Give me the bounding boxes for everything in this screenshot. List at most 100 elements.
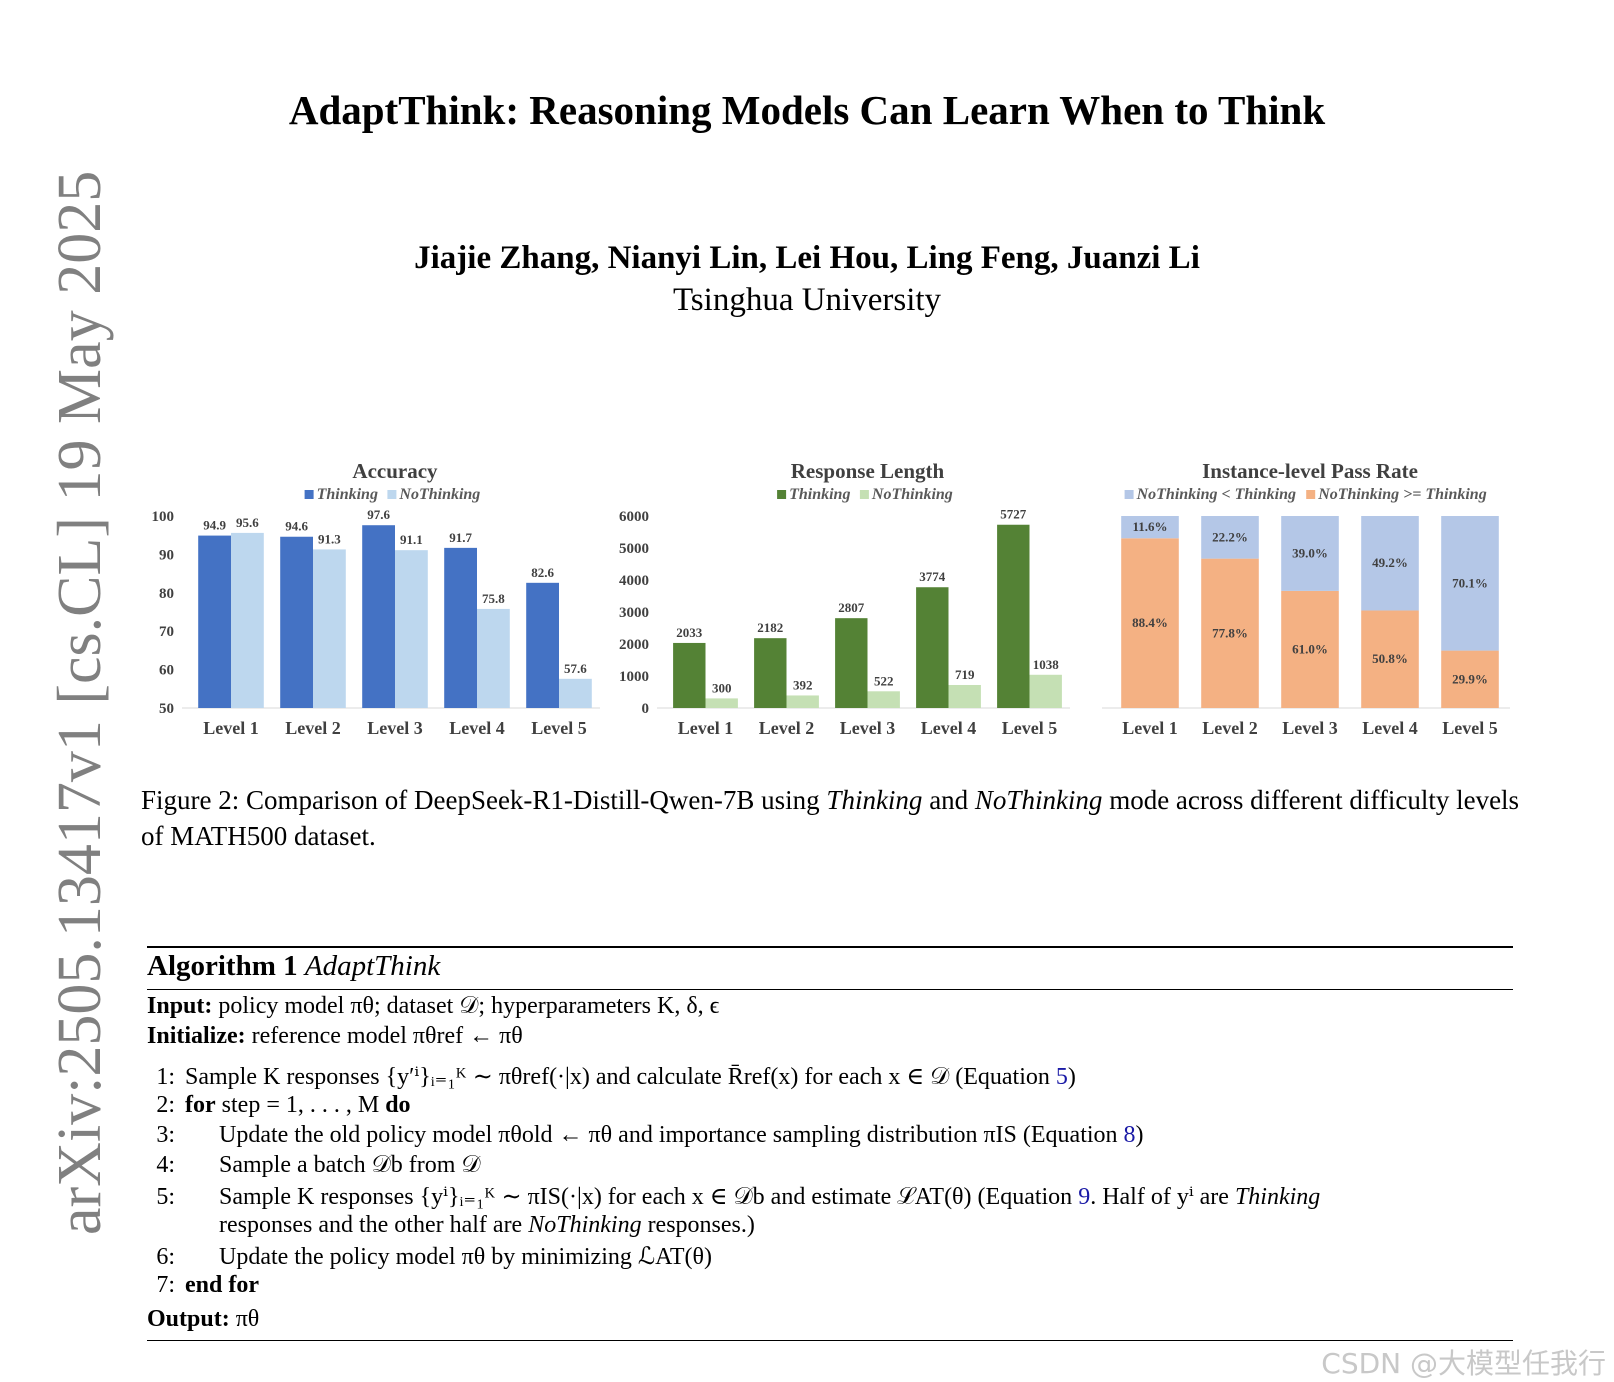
output-text: πθ [229, 1306, 260, 1332]
legend-label: NoThinking < Thinking [1136, 486, 1296, 503]
algorithm-initialize: Initialize: reference model πθref ← πθ [147, 1023, 523, 1050]
algorithm-step-4: 4: Sample a batch 𝒟b from 𝒟 [147, 1152, 481, 1179]
step-text: responses and the other half are [219, 1212, 529, 1238]
step-text: Sample a batch 𝒟b from 𝒟 [219, 1152, 481, 1178]
step-text: Sample K responses {yⁱ}ᵢ₌₁ᴷ ∼ πIS(·|x) f… [219, 1184, 1079, 1210]
watermark: CSDN @大模型任我行 [1321, 1347, 1606, 1380]
step-italic: NoThinking [528, 1212, 642, 1238]
legend-swatch [1306, 490, 1316, 499]
pass-rate-chart-svg: Instance-level Pass Rate NoThinking < Thi… [1102, 459, 1510, 738]
bar-thinking [280, 536, 313, 708]
y-tick-label: 90 [159, 547, 174, 563]
x-category-label: Level 4 [1362, 718, 1418, 738]
bar-segment-nothinking-lt-thinking [1281, 516, 1339, 591]
legend-label: Thinking [789, 486, 850, 503]
step-number: 6: [156, 1244, 175, 1270]
y-tick-label: 2000 [619, 637, 649, 653]
output-label: Output: [147, 1306, 230, 1332]
chart-title: Instance-level Pass Rate [1202, 459, 1418, 483]
keyword-for: for [185, 1092, 216, 1118]
arxiv-stamp-text: arXiv:2505.13417v1 [cs.CL] 19 May 2025 [46, 171, 114, 1235]
bar-nothinking [559, 678, 592, 708]
data-label: 82.6 [531, 565, 554, 580]
data-label: 70.1% [1452, 575, 1488, 590]
bar-thinking [673, 642, 706, 708]
algorithm-label: Algorithm 1 [147, 950, 298, 982]
algorithm-input: Input: policy model πθ; dataset 𝒟; hyper… [147, 993, 719, 1020]
step-number: 4: [156, 1152, 175, 1178]
pass-rate-chart: Instance-level Pass Rate NoThinking < Thi… [1100, 459, 1520, 768]
y-tick-label: 4000 [619, 573, 649, 589]
data-label: 94.6 [285, 519, 308, 534]
data-label: 300 [712, 680, 732, 695]
data-label: 94.9 [203, 518, 226, 533]
step-text: Update the policy model πθ by minimizing… [219, 1244, 712, 1270]
y-tick-label: 60 [159, 663, 174, 679]
algorithm-step-5-cont: responses and the other half are NoThink… [147, 1212, 755, 1239]
bar-segment-nothinking-lt-thinking [1361, 516, 1419, 611]
data-label: 75.8 [482, 591, 505, 606]
x-category-label: Level 4 [921, 718, 977, 738]
bar-nothinking [948, 684, 981, 708]
data-label: 2033 [676, 625, 703, 640]
algorithm-name: AdaptThink [304, 950, 441, 982]
bar-nothinking [1029, 674, 1062, 708]
y-tick-label: 70 [159, 624, 174, 640]
caption-prefix: Figure 2: Comparison of DeepSeek-R1-Dist… [141, 785, 827, 815]
accuracy-chart: Accuracy Thinking NoThinking 50 60 70 80 90 100 L… [140, 459, 610, 768]
data-label: 39.0% [1292, 545, 1328, 560]
y-tick-label: 50 [159, 701, 174, 717]
bar-nothinking [705, 698, 738, 708]
y-tick-label: 6000 [619, 509, 649, 525]
x-category-label: Level 1 [678, 718, 734, 738]
keyword-do: do [385, 1092, 411, 1118]
response-length-chart: Response Length Thinking NoThinking 0 1000 20… [619, 459, 1080, 768]
bar-segment-nothinking-ge-thinking [1361, 610, 1419, 708]
y-tick-label: 80 [159, 586, 174, 602]
caption-mode-thinking: Thinking [826, 785, 923, 815]
legend-swatch [777, 490, 787, 499]
accuracy-chart-svg: Accuracy Thinking NoThinking 50 60 70 80 90 100 L… [152, 459, 600, 738]
step-tail: responses.) [641, 1212, 755, 1238]
x-category-label: Level 3 [1282, 718, 1338, 738]
data-label: 11.6% [1132, 519, 1167, 534]
bar-thinking [362, 525, 395, 708]
legend-swatch [387, 490, 397, 499]
bar-thinking [997, 524, 1030, 708]
step-text: Update the old policy model πθold ← πθ a… [219, 1122, 1124, 1148]
data-label: 392 [793, 677, 813, 692]
bar-nothinking [786, 695, 819, 708]
algorithm-header: Algorithm 1 AdaptThink [147, 950, 440, 983]
step-number: 7: [156, 1272, 175, 1298]
data-label: 77.8% [1212, 625, 1248, 640]
data-label: 5727 [1000, 507, 1027, 522]
legend-swatch [1124, 490, 1134, 499]
data-label: 2182 [757, 620, 783, 635]
equation-link[interactable]: 5 [1055, 1064, 1068, 1090]
x-category-label: Level 1 [1122, 718, 1178, 738]
x-category-label: Level 4 [449, 718, 505, 738]
x-category-label: Level 2 [285, 718, 341, 738]
paper-authors: Jiajie Zhang, Nianyi Lin, Lei Hou, Ling … [414, 240, 1200, 276]
data-label: 91.1 [400, 532, 423, 547]
x-category-label: Level 2 [1202, 718, 1258, 738]
x-category-label: Level 1 [203, 718, 259, 738]
legend-swatch [304, 490, 314, 499]
chart-title: Response Length [791, 459, 945, 483]
data-label: 91.7 [449, 530, 472, 545]
legend-swatch [859, 490, 869, 499]
bar-nothinking [231, 532, 264, 708]
chart-title: Accuracy [352, 459, 438, 483]
step-tail: ) [1067, 1064, 1076, 1090]
paper-title: AdaptThink: Reasoning Models Can Learn W… [288, 87, 1326, 133]
bar-thinking [754, 638, 787, 708]
x-category-label: Level 5 [1442, 718, 1498, 738]
algorithm-step-3: 3: Update the old policy model πθold ← πθ… [147, 1122, 1143, 1149]
legend-label: NoThinking >= Thinking [1317, 486, 1487, 503]
input-text: policy model πθ; dataset 𝒟; hyperparamet… [212, 993, 720, 1019]
x-category-label: Level 5 [531, 718, 587, 738]
bar-segment-nothinking-lt-thinking [1201, 516, 1259, 559]
init-label: Initialize: [147, 1023, 246, 1049]
equation-link[interactable]: 8 [1123, 1122, 1136, 1148]
equation-link[interactable]: 9 [1078, 1184, 1091, 1210]
